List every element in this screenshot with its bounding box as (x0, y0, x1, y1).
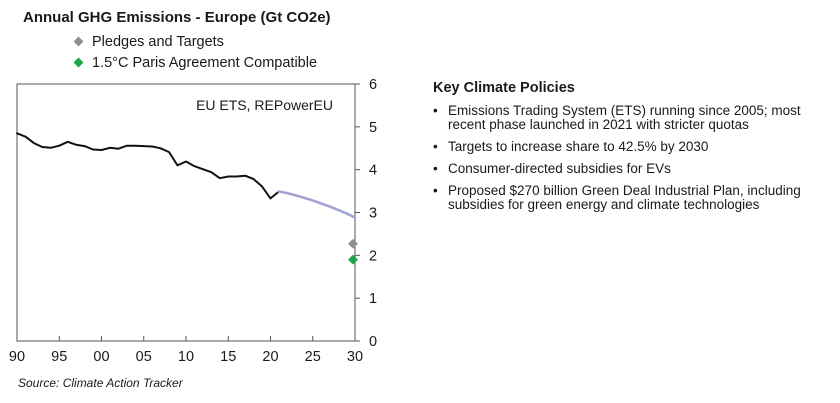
x-tick-label: 05 (136, 349, 152, 365)
legend-item-pledges: Pledges and Targets (73, 31, 317, 52)
policy-text: Consumer-directed subsidies for EVs (448, 161, 671, 176)
projection-line (277, 190, 357, 219)
y-tick-label: 1 (369, 291, 377, 307)
x-tick-label: 90 (9, 349, 25, 365)
x-tick-label: 95 (51, 349, 67, 365)
legend-item-paris: 1.5°C Paris Agreement Compatible (73, 52, 318, 73)
plot-frame (16, 83, 356, 342)
legend-label-paris: 1.5°C Paris Agreement Compatible (92, 54, 318, 71)
bullet-icon: • (433, 103, 438, 118)
chart-legend: Pledges and Targets 1.5°C Paris Agreemen… (73, 31, 318, 73)
y-tick-label: 5 (369, 120, 377, 136)
chart-annotation: EU ETS, REPowerEU (196, 97, 333, 113)
paris-compatible-point (348, 254, 358, 265)
x-tick-label: 00 (93, 349, 109, 365)
chart-title: Annual GHG Emissions - Europe (Gt CO2e) (23, 9, 331, 26)
historical-emissions-line (16, 132, 280, 200)
y-tick-label: 4 (369, 163, 377, 179)
x-tick-label: 20 (262, 349, 278, 365)
y-tick-label: 6 (369, 77, 377, 93)
list-item: • Targets to increase share to 42.5% by 2… (433, 140, 813, 154)
list-item: • Emissions Trading System (ETS) running … (433, 104, 813, 132)
bullet-icon: • (433, 139, 438, 154)
x-tick-label: 25 (305, 349, 321, 365)
policy-text: Proposed $270 billion Green Deal Industr… (448, 183, 801, 212)
x-tick-label: 10 (178, 349, 194, 365)
policy-text: Targets to increase share to 42.5% by 20… (448, 139, 709, 154)
policy-text: Emissions Trading System (ETS) running s… (448, 103, 801, 132)
bullet-icon: • (433, 183, 438, 198)
emissions-chart: 90 95 00 05 10 15 20 25 30 0 1 2 3 4 5 6 EU ETS, REPowe… (9, 77, 377, 365)
key-climate-policies: Key Climate Policies • Emissions Trading … (433, 80, 813, 220)
x-tick-label: 15 (220, 349, 236, 365)
bullet-icon: • (433, 161, 438, 176)
list-item: • Proposed $270 billion Green Deal Indust… (433, 184, 813, 212)
pledge-target-point (348, 238, 358, 249)
x-tick-label: 30 (347, 349, 363, 365)
y-tick-label: 3 (369, 206, 377, 222)
y-tick-label: 0 (369, 334, 377, 350)
source-note: Source: Climate Action Tracker (18, 376, 183, 390)
y-tick-label: 2 (369, 248, 377, 264)
policies-title: Key Climate Policies (433, 80, 575, 96)
legend-label-pledges: Pledges and Targets (92, 33, 224, 50)
list-item: • Consumer-directed subsidies for EVs (433, 162, 813, 176)
policies-list: • Emissions Trading System (ETS) running … (433, 104, 813, 212)
